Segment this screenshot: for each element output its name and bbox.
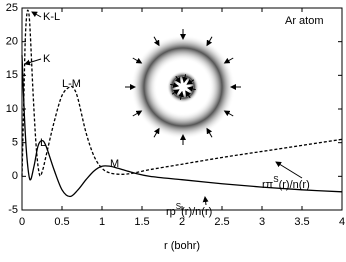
label-arrow xyxy=(275,161,303,179)
y-tick-label: 15 xyxy=(6,69,18,81)
arrow xyxy=(171,89,180,96)
y-tick-label: 10 xyxy=(6,103,18,115)
x-tick-label: 0.5 xyxy=(54,216,69,228)
series-label-part: rp xyxy=(166,206,176,218)
annotation: L xyxy=(40,137,46,149)
x-tick-label: 3 xyxy=(259,216,265,228)
series-label-part: S xyxy=(273,175,278,184)
annotation: L-M xyxy=(62,78,81,90)
arrow xyxy=(223,57,234,64)
line xyxy=(21,55,343,198)
y-tick-label: -5 xyxy=(8,204,18,216)
series-label-part: (r)/n(r) xyxy=(181,206,212,218)
arrow xyxy=(153,36,160,47)
arrow xyxy=(206,36,213,47)
annotation: M xyxy=(110,158,119,170)
y-tick-label: 0 xyxy=(12,170,18,182)
arrow xyxy=(132,57,143,64)
arrow xyxy=(186,78,195,85)
x-tick-label: 1 xyxy=(99,216,105,228)
arrow xyxy=(206,127,213,138)
series-label: rπS(r)/n(r) xyxy=(262,175,310,191)
annotation: K-L xyxy=(43,11,60,23)
atom-illustration xyxy=(125,29,241,145)
y-tick-label: 20 xyxy=(6,36,18,48)
x-tick-label: 2 xyxy=(179,216,185,228)
x-tick-label: 2.5 xyxy=(214,216,229,228)
annotation-arrow xyxy=(24,58,42,66)
label-arrow xyxy=(202,196,209,206)
series-label-part: S xyxy=(176,202,181,211)
arrow xyxy=(170,82,180,88)
arrow xyxy=(153,127,160,138)
series-label-part: (r)/n(r) xyxy=(279,179,310,191)
arrow xyxy=(132,110,143,117)
arrow xyxy=(186,86,196,92)
series-label-part: rπ xyxy=(262,179,274,191)
annotation-arrow xyxy=(31,11,42,18)
annotation: Ar atom xyxy=(285,15,324,27)
line xyxy=(21,9,343,177)
x-tick-label: 1.5 xyxy=(134,216,149,228)
y-tick-label: 5 xyxy=(12,137,18,149)
arrow xyxy=(178,90,184,100)
arrow xyxy=(174,75,181,84)
arrow xyxy=(223,110,234,117)
y-tick-label: 25 xyxy=(6,2,18,14)
arrow xyxy=(185,90,192,99)
series-label: rpS(r)/n(r) xyxy=(166,202,212,218)
annotation: K xyxy=(43,53,51,65)
x-tick-label: 4 xyxy=(339,216,345,228)
x-tick-label: 3.5 xyxy=(294,216,309,228)
x-axis-label: r (bohr) xyxy=(164,240,200,252)
arrow xyxy=(182,74,188,84)
x-tick-label: 0 xyxy=(19,216,25,228)
